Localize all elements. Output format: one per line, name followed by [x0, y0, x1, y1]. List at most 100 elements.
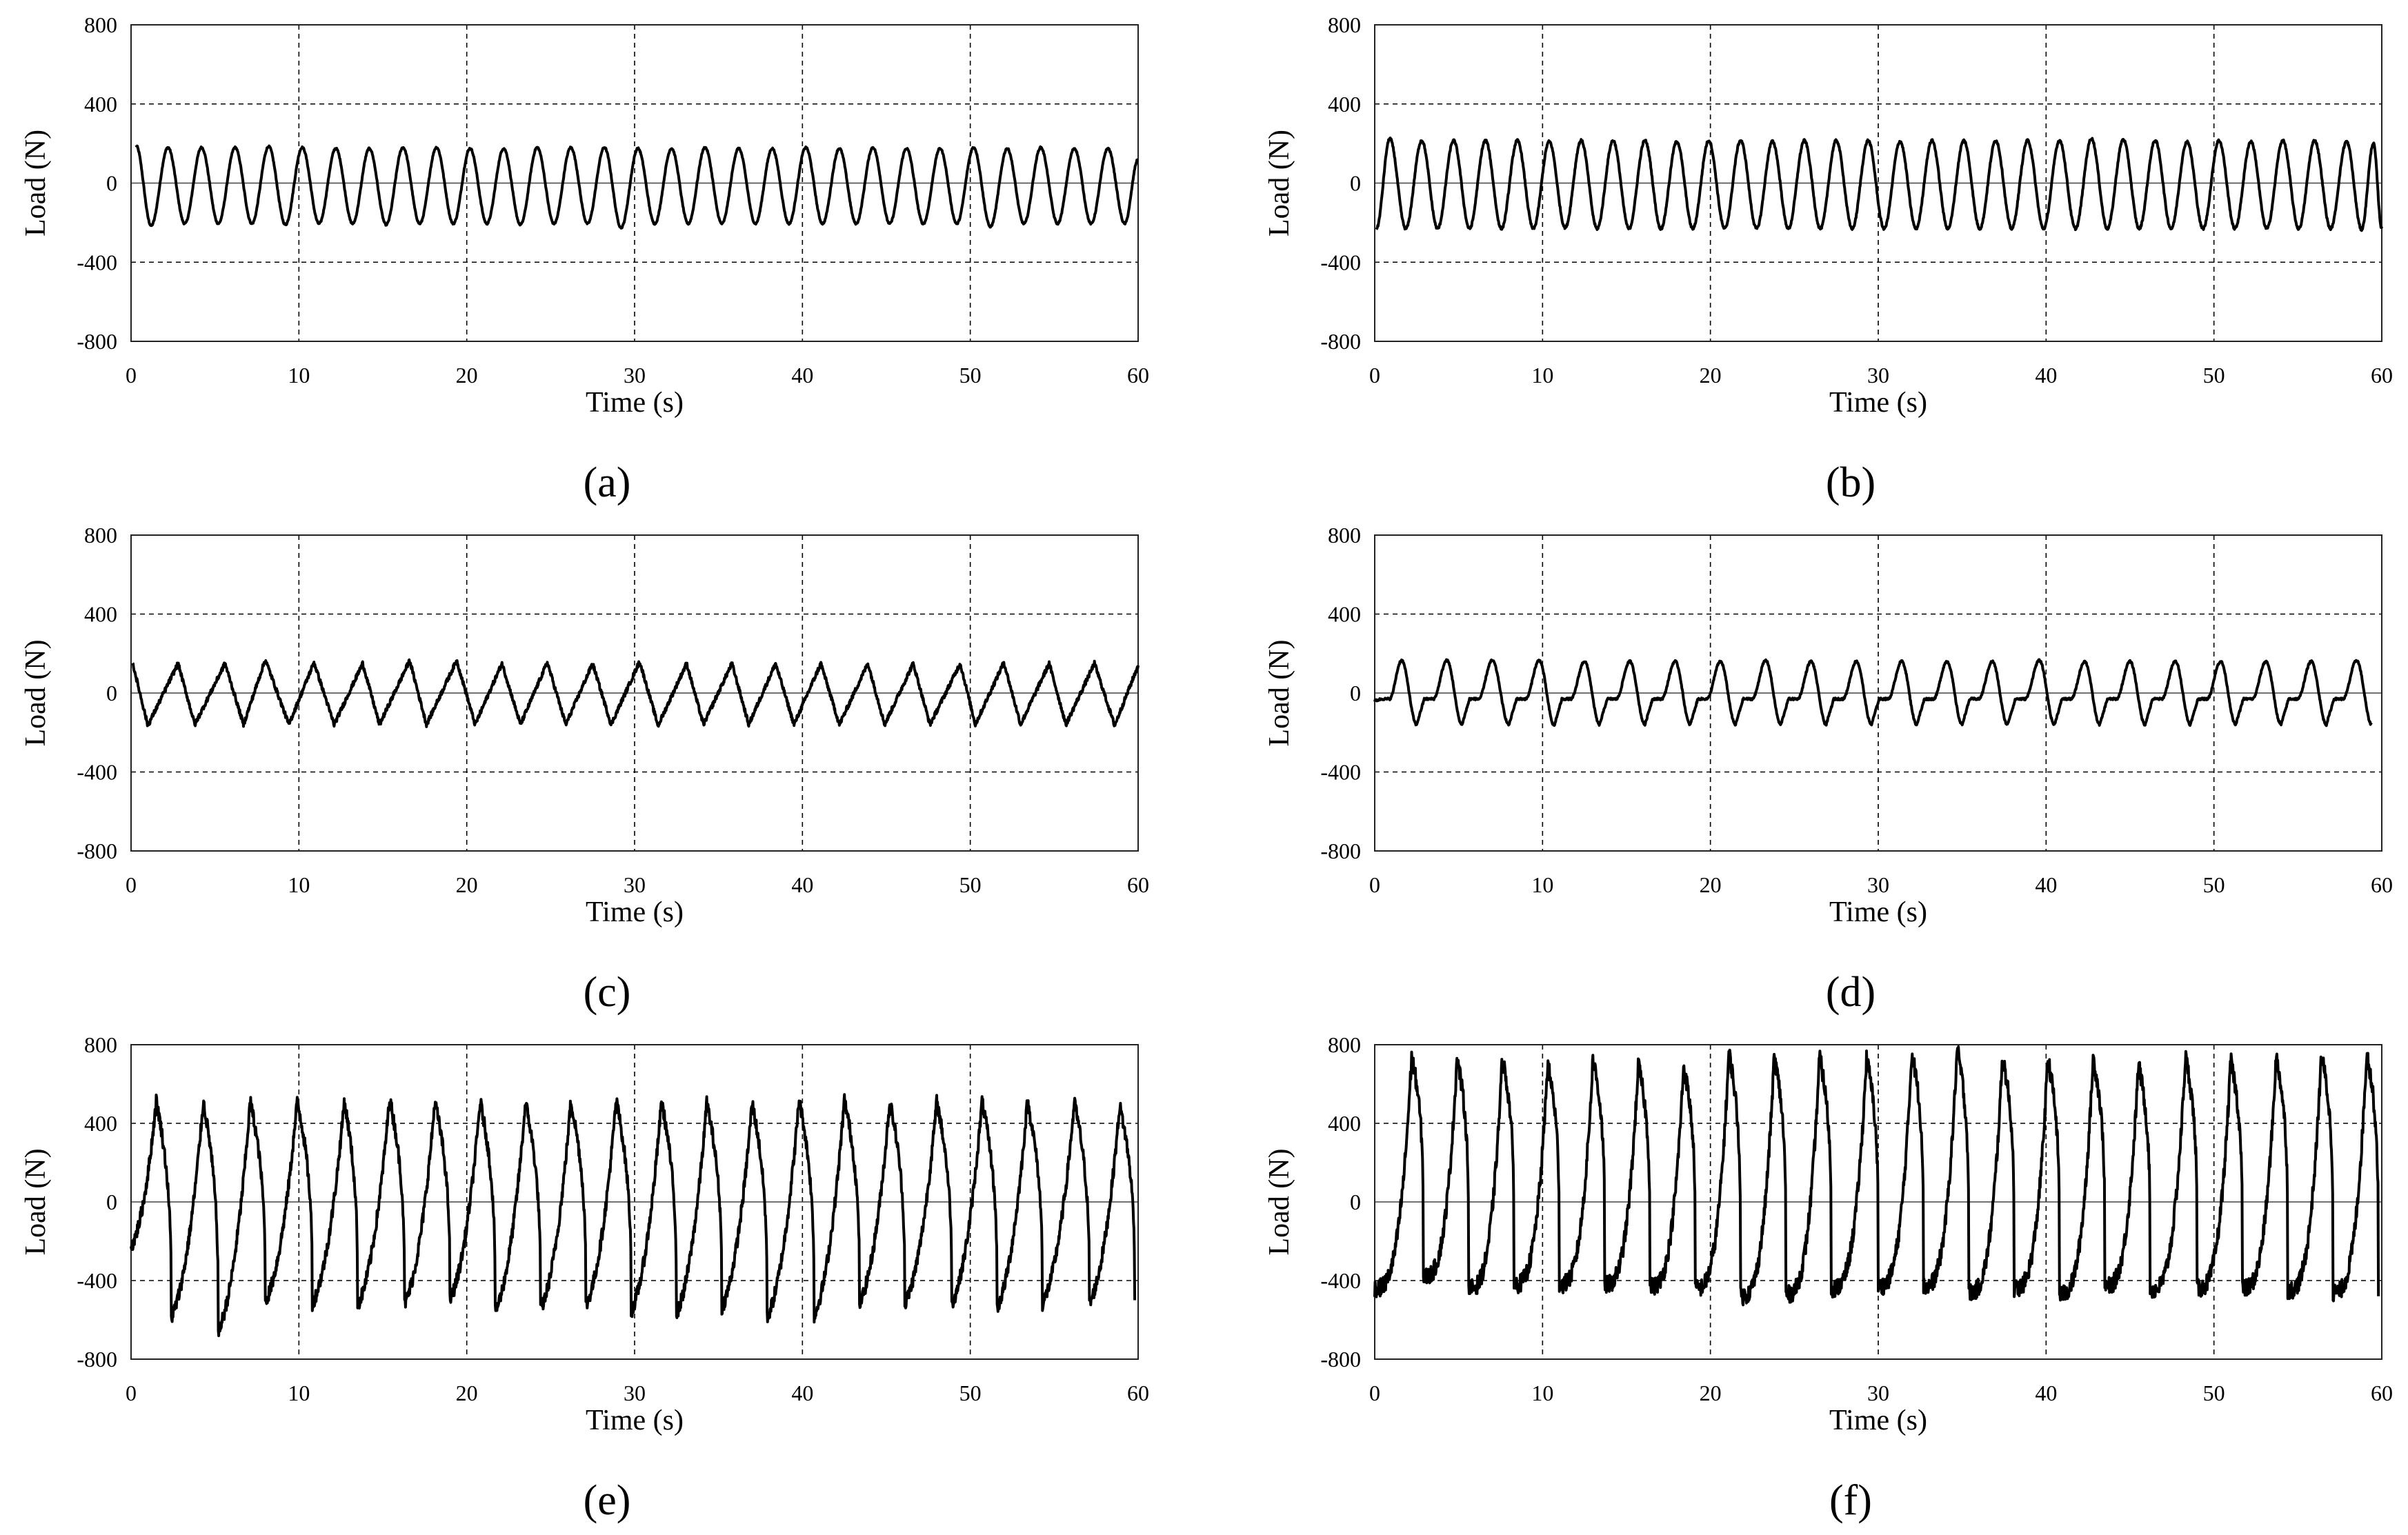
x-tick-label: 0	[126, 872, 137, 897]
y-tick-label: 800	[84, 12, 117, 37]
y-tick-label: 400	[84, 602, 117, 627]
load-series-line	[131, 658, 1140, 728]
panel-e: 800 400 0 -400 -800 0 10 20 30 40 50 60 Time (s) Load…	[20, 1032, 1149, 1524]
x-tick-label: 10	[1531, 872, 1553, 897]
y-axis-label: Load (N)	[20, 639, 52, 746]
y-tick-label: -400	[1320, 760, 1361, 785]
plot-frame	[130, 1044, 1139, 1360]
y-tick-label: -400	[1320, 250, 1361, 274]
x-tick-label: 30	[624, 363, 646, 388]
y-tick-label: 0	[1350, 1190, 1361, 1214]
load-series-line	[1373, 658, 2373, 728]
y-tick-label: -800	[1320, 839, 1361, 863]
y-tick-label: -400	[77, 760, 117, 785]
plot-frame	[1374, 24, 2382, 342]
x-tick-label: 40	[2035, 872, 2057, 897]
x-tick-label: 30	[1867, 1381, 1889, 1405]
x-tick-label: 40	[791, 363, 813, 388]
x-tick-label: 50	[959, 1381, 982, 1405]
y-tick-label: 800	[1328, 523, 1361, 548]
x-tick-label: 60	[1127, 1381, 1149, 1405]
x-tick-label: 40	[2035, 363, 2057, 388]
x-tick-label: 10	[288, 872, 310, 897]
x-tick-label: 10	[1531, 363, 1553, 388]
x-tick-label: 10	[1531, 1381, 1553, 1405]
y-axis-label: Load (N)	[1264, 639, 1295, 746]
y-tick-label: 400	[1328, 92, 1361, 117]
y-axis-label: Load (N)	[1264, 1148, 1295, 1255]
y-tick-label: 800	[1328, 12, 1361, 37]
gridlines	[1375, 535, 2382, 851]
y-tick-label: -800	[77, 839, 117, 863]
gridlines	[1375, 25, 2382, 341]
x-axis-label: Time (s)	[1829, 896, 1927, 928]
x-tick-label: 60	[2371, 363, 2393, 388]
y-tick-label: -800	[1320, 1347, 1361, 1372]
panel-a: 800 400 0 -400 -800 0 10 20 30 40 50 60 Time (s) Load…	[20, 12, 1149, 506]
y-tick-label: -400	[77, 250, 117, 274]
load-series-line	[1373, 1045, 2380, 1307]
x-axis-label: Time (s)	[586, 896, 684, 928]
panel-f: 800 400 0 -400 -800 0 10 20 30 40 50 60 Time (s) Load…	[1264, 1032, 2393, 1524]
y-tick-label: -800	[77, 1347, 117, 1372]
x-tick-label: 10	[288, 1381, 310, 1405]
x-tick-label: 20	[456, 1381, 478, 1405]
x-tick-label: 0	[1369, 872, 1380, 897]
y-tick-label: 0	[1350, 171, 1361, 196]
y-axis-label: Load (N)	[20, 1148, 52, 1255]
x-axis-label: Time (s)	[1829, 1405, 1927, 1436]
x-tick-label: 50	[2203, 363, 2225, 388]
panel-c: 800 400 0 -400 -800 0 10 20 30 40 50 60 Time (s) Load…	[20, 523, 1149, 1016]
x-axis-label: Time (s)	[1829, 387, 1927, 419]
x-tick-label: 20	[1700, 872, 1722, 897]
x-tick-label: 20	[1700, 1381, 1722, 1405]
panel-b: 800 400 0 -400 -800 0 10 20 30 40 50 60 Time (s) Load…	[1264, 12, 2393, 506]
x-tick-label: 30	[1867, 363, 1889, 388]
x-tick-label: 50	[959, 872, 982, 897]
load-series-line	[130, 1093, 1137, 1338]
x-tick-label: 0	[1369, 363, 1380, 388]
y-tick-label: 0	[1350, 681, 1361, 705]
y-tick-label: 400	[84, 92, 117, 117]
y-tick-label: -400	[1320, 1268, 1361, 1293]
x-tick-label: 0	[1369, 1381, 1380, 1405]
y-tick-label: 400	[1328, 602, 1361, 627]
panel-caption: (b)	[1826, 459, 1875, 506]
x-tick-label: 60	[2371, 872, 2393, 897]
panel-caption: (f)	[1829, 1477, 1872, 1524]
y-tick-label: 0	[106, 171, 117, 196]
x-tick-label: 30	[1867, 872, 1889, 897]
x-tick-label: 0	[126, 1381, 137, 1405]
x-tick-label: 10	[288, 363, 310, 388]
x-tick-label: 0	[126, 363, 137, 388]
y-tick-label: -400	[77, 1268, 117, 1293]
y-axis-label: Load (N)	[1264, 130, 1295, 237]
y-tick-label: -800	[77, 329, 117, 354]
panel-d: 800 400 0 -400 -800 0 10 20 30 40 50 60 Time (s) Load…	[1264, 523, 2393, 1016]
x-tick-label: 40	[791, 872, 813, 897]
x-tick-label: 60	[1127, 363, 1149, 388]
x-tick-label: 30	[624, 1381, 646, 1405]
panel-caption: (e)	[584, 1477, 631, 1524]
gridlines	[131, 535, 1138, 851]
x-tick-label: 20	[1700, 363, 1722, 388]
y-tick-label: 800	[1328, 1032, 1361, 1057]
panel-caption: (d)	[1826, 969, 1875, 1016]
y-tick-label: 400	[84, 1111, 117, 1136]
x-tick-label: 50	[959, 363, 982, 388]
x-tick-label: 40	[2035, 1381, 2057, 1405]
panel-caption: (c)	[584, 969, 631, 1016]
plot-frame	[130, 24, 1139, 342]
y-tick-label: 400	[1328, 1111, 1361, 1136]
y-tick-label: 800	[84, 523, 117, 548]
y-tick-label: 0	[106, 681, 117, 705]
panel-caption: (a)	[584, 459, 631, 506]
x-tick-label: 50	[2203, 1381, 2225, 1405]
x-tick-label: 20	[456, 363, 478, 388]
x-tick-label: 60	[1127, 872, 1149, 897]
x-axis-label: Time (s)	[586, 1405, 684, 1436]
gridlines	[131, 25, 1138, 341]
y-tick-label: 0	[106, 1190, 117, 1214]
load-series-line	[1375, 137, 2383, 232]
x-axis-label: Time (s)	[586, 387, 684, 419]
